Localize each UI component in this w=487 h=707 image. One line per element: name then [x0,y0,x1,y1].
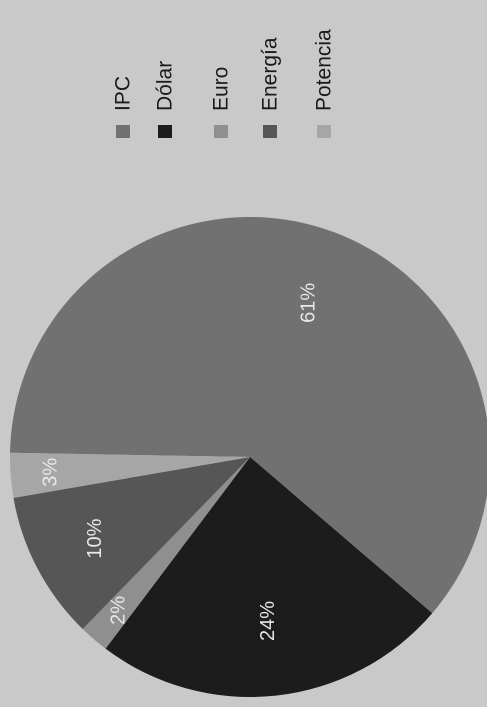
pie-slice-euro [82,457,251,649]
legend-label-dolar: Dólar [154,61,177,111]
legend: IPC Dólar Euro Energía Potencia [112,29,336,138]
data-label-potencia: 3% [40,458,62,487]
legend-swatch-dolar [158,125,172,138]
legend-item-ipc: IPC [112,76,135,138]
data-label-euro: 2% [108,596,130,625]
legend-label-ipc: IPC [112,76,135,111]
legend-label-energia: Energía [259,37,282,111]
pie-slice-dolar [105,457,433,698]
legend-label-euro: Euro [210,67,233,111]
data-label-energia: 10% [84,518,106,558]
legend-swatch-euro [214,125,228,138]
data-label-dolar: 24% [257,601,279,641]
legend-item-potencia: Potencia [313,29,336,138]
pie-slice-energia [13,457,250,630]
pie-slice-ipc [10,217,487,614]
legend-item-euro: Euro [210,67,233,138]
data-label-ipc: 61% [298,283,320,323]
pie-slice-potencia [10,452,250,498]
legend-item-energia: Energía [259,37,282,138]
legend-label-potencia: Potencia [313,29,336,111]
legend-swatch-energia [263,125,277,138]
pie-slices [10,217,487,698]
pie-labels: 61% 24% 2% 10% 3% [40,283,320,641]
legend-swatch-ipc [116,125,130,138]
legend-item-dolar: Dólar [154,61,177,138]
legend-swatch-potencia [317,125,331,138]
